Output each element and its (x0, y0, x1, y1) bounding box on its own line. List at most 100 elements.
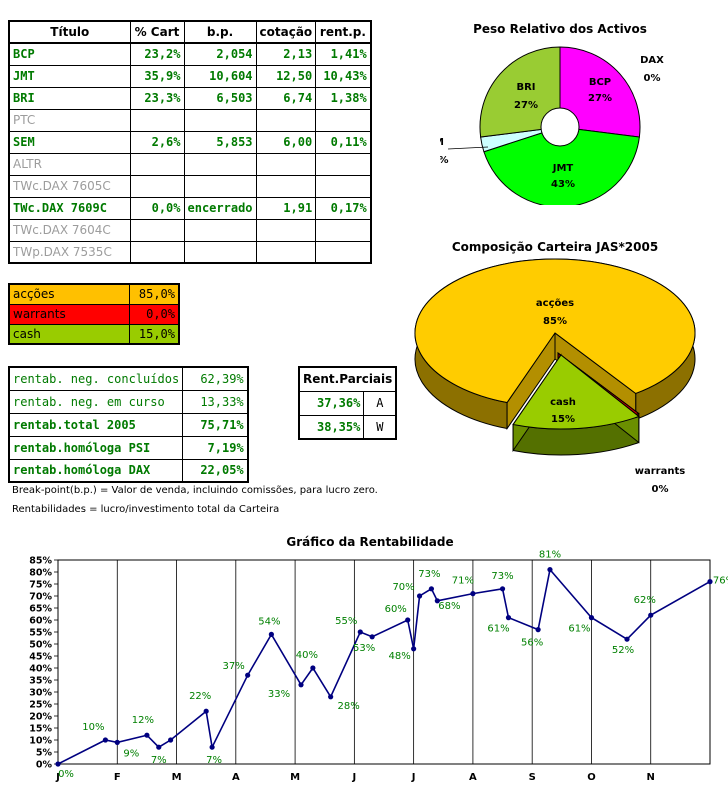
table-row: TWc.DAX 7604C (8, 218, 372, 242)
data-point (369, 634, 375, 640)
pie1-label-value: 27% (588, 93, 612, 104)
returns-table: rentab. neg. concluídos 62,39% rentab. neg… (8, 366, 249, 483)
data-point (535, 627, 541, 633)
partials-body: 37,36% A 38,35% W (298, 390, 397, 440)
line-chart: J F M A M J J A S O N0%5%10%15%20%25%30%35%40%45%5… (29, 550, 728, 783)
cell-bp (183, 240, 257, 264)
cell-cart (129, 174, 185, 198)
data-point (499, 586, 506, 592)
allocation-label: acções (8, 283, 130, 305)
holdings-body: BCP 23,2% 2,054 2,13 1,41% JMT 35,9% 10,604 12,5… (8, 42, 372, 264)
allocation-label: warrants (8, 303, 130, 325)
cell-rent (315, 240, 372, 264)
pie1-label-name: DAX (640, 55, 664, 66)
pie2-label-value: 85% (543, 316, 567, 327)
allocation-table: acções 85,0% warrants 0,0% cash 15,0% (8, 283, 180, 345)
partial-value: 37,36% (298, 390, 365, 416)
data-point (298, 682, 304, 688)
data-point (428, 586, 435, 592)
data-label: 76% (713, 576, 728, 587)
data-point (624, 636, 630, 642)
data-label: 73% (491, 571, 513, 582)
return-value: 62,39% (182, 366, 249, 391)
pie2-label-name: cash (550, 397, 576, 408)
holdings-header-row: Título % Cart b.p. cotação rent.p. (8, 20, 372, 44)
data-label: 60% (385, 604, 407, 615)
y-tick-label: 15% (29, 724, 52, 735)
table-row: BRI 23,3% 6,503 6,74 1,38% (8, 86, 372, 110)
table-row: TWp.DAX 7535C (8, 240, 372, 264)
return-value: 22,05% (182, 458, 249, 483)
data-label: 28% (338, 701, 360, 712)
cell-rent (315, 174, 372, 198)
data-label: 9% (123, 748, 139, 759)
pie1-label-value: 43% (551, 179, 575, 190)
cell-name: TWc.DAX 7609C (8, 196, 131, 220)
pie1-label-name: SEM (440, 137, 444, 148)
cell-rent: 1,41% (315, 42, 372, 66)
data-label: 37% (223, 661, 245, 672)
y-tick-label: 70% (29, 592, 52, 603)
data-point (411, 646, 417, 652)
cell-bp (183, 174, 257, 198)
cell-rent: 10,43% (315, 64, 372, 88)
cell-rent: 1,38% (315, 86, 372, 110)
cell-bp: 2,054 (183, 42, 257, 66)
cell-name: BRI (8, 86, 131, 110)
data-label: 70% (392, 582, 414, 593)
data-label: 61% (568, 624, 590, 635)
pie1-label-value: 0% (644, 73, 661, 84)
y-tick-label: 30% (29, 688, 52, 699)
pie1-slice-jmt (483, 126, 640, 205)
return-value: 75,71% (182, 412, 249, 437)
cell-cart (129, 152, 185, 176)
data-point (416, 593, 423, 599)
return-label: rentab. neg. em curso (8, 389, 184, 414)
partials-table: Rent.Parciais 37,36% A 38,35% W (298, 366, 398, 440)
pie2-label-value: 0% (652, 484, 669, 495)
return-value: 13,33% (182, 389, 249, 414)
y-tick-label: 60% (29, 616, 52, 627)
y-tick-label: 50% (29, 640, 52, 651)
cell-cart (129, 240, 185, 264)
header-cart: % Cart (129, 20, 185, 44)
pie1-hole (540, 107, 580, 147)
data-label: 61% (487, 624, 509, 635)
data-point (114, 739, 120, 745)
x-tick-label: S (529, 772, 536, 783)
returns-body: rentab. neg. concluídos 62,39% rentab. neg… (8, 366, 249, 483)
cell-cart: 23,2% (129, 42, 185, 66)
partial-value: 38,35% (298, 414, 365, 440)
line-title: Gráfico da Rentabilidade (286, 535, 454, 549)
cell-bp (183, 152, 257, 176)
data-point (547, 567, 553, 573)
cell-cart: 0,0% (129, 196, 185, 220)
cell-cart (129, 108, 185, 132)
cell-bp: encerrado (183, 196, 257, 220)
cell-cart: 23,3% (129, 86, 185, 110)
y-tick-label: 80% (29, 568, 52, 579)
data-point (168, 737, 174, 743)
cell-cot (255, 240, 317, 264)
pie1-sem-leader (447, 146, 489, 150)
pie1-label-name: BRI (516, 82, 535, 93)
pie2-label-name: acções (536, 298, 574, 309)
allocation-label: cash (8, 323, 130, 345)
cell-cot: 6,00 (255, 130, 317, 154)
cell-cot: 6,74 (255, 86, 317, 110)
y-tick-label: 85% (29, 556, 52, 567)
data-point (470, 591, 476, 597)
y-tick-label: 40% (29, 664, 52, 675)
y-tick-label: 25% (29, 700, 52, 711)
data-label: 71% (452, 576, 474, 587)
data-point (55, 761, 61, 767)
pie1-chart: BCP 27% JMT 43% SEM 3% BRI 27% DAX 0% (440, 46, 664, 205)
y-tick-label: 45% (29, 652, 52, 663)
pie1-label-name: JMT (552, 163, 574, 174)
data-label: 55% (335, 616, 357, 627)
x-tick-label: O (587, 772, 596, 783)
cell-name: TWc.DAX 7604C (8, 218, 131, 242)
return-row: rentab.homóloga PSI 7,19% (8, 435, 249, 460)
cell-cot (255, 174, 317, 198)
holdings-table: Título % Cart b.p. cotação rent.p. BCP 23… (8, 20, 372, 264)
